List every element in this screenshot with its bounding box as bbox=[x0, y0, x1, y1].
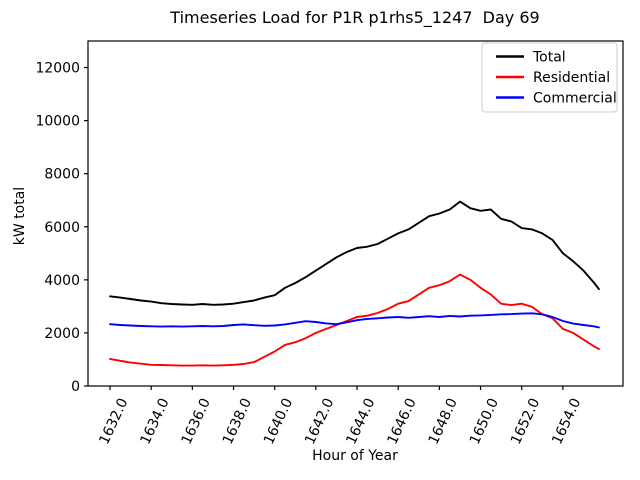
series-line-residential bbox=[109, 273, 600, 367]
y-tick-label: 4000 bbox=[44, 273, 80, 289]
series-line-commercial bbox=[109, 312, 600, 329]
legend-label-total: Total bbox=[532, 50, 566, 66]
x-tick-label: 1632.0 bbox=[96, 396, 131, 447]
x-tick-label: 1648.0 bbox=[426, 396, 461, 447]
x-tick-label: 1654.0 bbox=[549, 396, 584, 447]
y-tick-label: 2000 bbox=[44, 326, 80, 342]
x-axis-label: Hour of Year bbox=[312, 448, 398, 464]
x-tick-label: 1642.0 bbox=[302, 396, 337, 447]
legend-label-commercial: Commercial bbox=[533, 91, 617, 107]
x-tick-label: 1644.0 bbox=[343, 396, 378, 447]
x-tick-label: 1638.0 bbox=[220, 396, 255, 447]
x-tick-label: 1636.0 bbox=[179, 396, 214, 447]
x-tick-label: 1646.0 bbox=[385, 396, 420, 447]
y-tick-label: 6000 bbox=[44, 220, 80, 236]
series-line-total bbox=[109, 200, 600, 306]
x-tick-label: 1634.0 bbox=[137, 396, 172, 447]
y-tick-label: 10000 bbox=[35, 114, 80, 130]
legend-box bbox=[481, 42, 618, 113]
y-tick-label: 12000 bbox=[35, 61, 80, 77]
legend-label-residential: Residential bbox=[533, 70, 610, 86]
x-tick-label: 1640.0 bbox=[261, 396, 296, 447]
chart-title: Timeseries Load for P1R p1rhs5_1247 Day … bbox=[170, 8, 540, 27]
x-tick-label: 1650.0 bbox=[467, 396, 502, 447]
y-tick-label: 0 bbox=[71, 379, 80, 395]
axes-frame bbox=[87, 40, 624, 387]
y-tick-label: 8000 bbox=[44, 167, 80, 183]
x-tick-label: 1652.0 bbox=[508, 396, 543, 447]
